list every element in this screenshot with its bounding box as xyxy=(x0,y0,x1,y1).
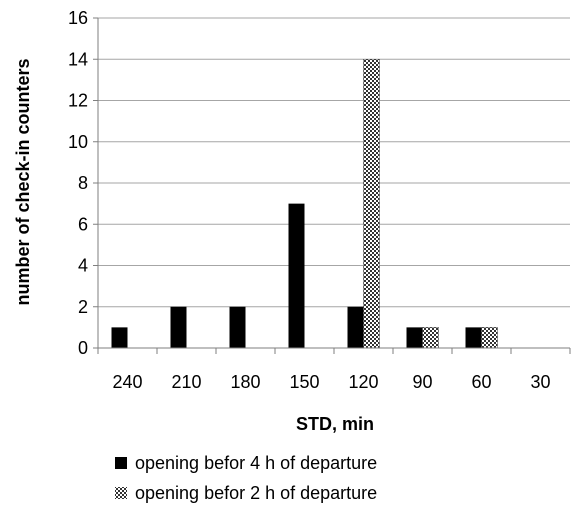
bar-2h xyxy=(363,59,380,349)
x-tick-labels: 240 210 180 150 120 90 60 30 xyxy=(112,372,550,392)
legend-swatch-2h xyxy=(115,487,127,499)
x-axis-title: STD, min xyxy=(296,414,374,434)
y-tick-labels: 0 2 4 6 8 10 12 14 16 xyxy=(68,8,88,358)
y-tick-label: 12 xyxy=(68,91,88,111)
bar-4h xyxy=(288,203,305,348)
x-tick-label: 210 xyxy=(171,372,201,392)
y-tick-label: 4 xyxy=(78,256,88,276)
x-tick-label: 120 xyxy=(348,372,378,392)
bar-2h xyxy=(422,327,439,349)
bar-4h xyxy=(229,306,246,348)
bar-4h xyxy=(347,306,364,348)
legend-swatch-4h xyxy=(115,457,127,469)
bar-4h xyxy=(170,306,187,348)
y-tick-label: 6 xyxy=(78,214,88,234)
bars xyxy=(111,59,498,349)
x-tick-label: 150 xyxy=(289,372,319,392)
bar-4h xyxy=(406,327,423,348)
y-tick-label: 0 xyxy=(78,338,88,358)
x-tick-label: 30 xyxy=(530,372,550,392)
bar-4h xyxy=(111,327,128,348)
bar-2h xyxy=(481,327,498,349)
axes xyxy=(93,17,571,354)
legend-label-2h: opening befor 2 h of departure xyxy=(135,483,377,503)
x-tick-label: 90 xyxy=(412,372,432,392)
x-tick-label: 240 xyxy=(112,372,142,392)
legend-label-4h: opening befor 4 h of departure xyxy=(135,453,377,473)
bar-4h xyxy=(465,327,482,348)
y-tick-label: 8 xyxy=(78,173,88,193)
legend: opening befor 4 h of departure opening b… xyxy=(115,453,377,503)
gridlines xyxy=(98,17,570,308)
x-tick-label: 60 xyxy=(471,372,491,392)
y-tick-label: 10 xyxy=(68,132,88,152)
x-tick-label: 180 xyxy=(230,372,260,392)
y-tick-label: 16 xyxy=(68,8,88,28)
y-axis-title: number of check-in counters xyxy=(13,58,33,305)
y-tick-label: 2 xyxy=(78,297,88,317)
y-tick-label: 14 xyxy=(68,49,88,69)
